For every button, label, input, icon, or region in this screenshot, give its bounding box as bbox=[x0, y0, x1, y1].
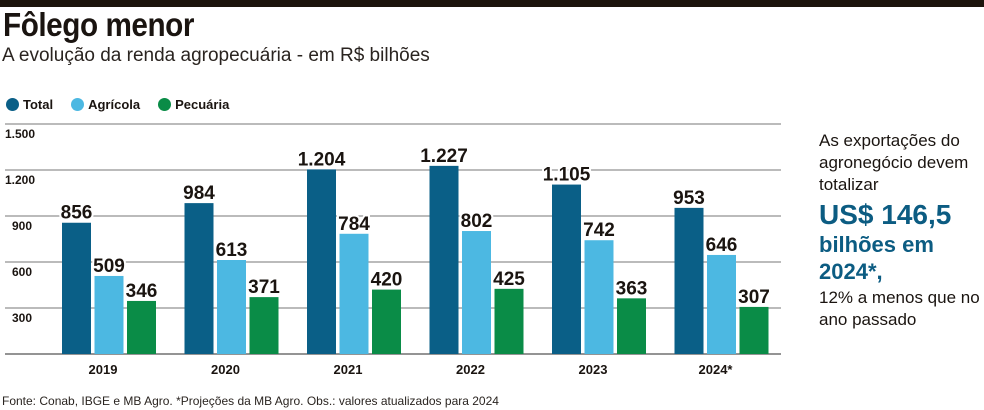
chart-subtitle: A evolução da renda agropecuária - em R$… bbox=[2, 45, 430, 66]
bar-agricola bbox=[462, 231, 491, 354]
value-label-agricola: 646 bbox=[706, 235, 738, 256]
value-label-agricola: 802 bbox=[461, 211, 493, 232]
value-label-pecuaria: 307 bbox=[738, 287, 770, 308]
bar-pecuaria bbox=[372, 289, 401, 354]
bar-pecuaria bbox=[127, 300, 156, 354]
bar-total bbox=[307, 169, 336, 354]
legend-label-pecuaria: Pecuária bbox=[175, 97, 230, 112]
side-note: As exportações do agronegócio devem tota… bbox=[819, 130, 984, 331]
y-tick-label: 900 bbox=[12, 219, 32, 233]
value-label-total: 953 bbox=[673, 188, 705, 209]
bar-pecuaria bbox=[617, 298, 646, 354]
chart-title: Fôlego menor bbox=[3, 6, 194, 43]
legend-swatch-pecuaria bbox=[158, 98, 172, 111]
bar-agricola bbox=[94, 275, 124, 354]
x-tick-label: 2024* bbox=[699, 362, 734, 377]
bar-agricola bbox=[217, 260, 246, 354]
value-label-agricola: 784 bbox=[338, 214, 370, 235]
x-tick-label: 2019 bbox=[89, 362, 118, 377]
bar-agricola bbox=[584, 240, 614, 354]
source-note: Fonte: Conab, IBGE e MB Agro. *Projeções… bbox=[2, 394, 499, 408]
bar-total bbox=[674, 207, 704, 354]
bars bbox=[62, 165, 769, 354]
legend-item-agricola: Agrícola bbox=[71, 97, 140, 112]
side-note-value-rest: bilhões em 2024*, bbox=[819, 232, 934, 284]
value-label-agricola: 509 bbox=[93, 256, 125, 277]
y-tick-label: 600 bbox=[12, 265, 32, 279]
bar-total bbox=[552, 184, 581, 354]
legend: Total Agrícola Pecuária bbox=[6, 97, 229, 112]
legend-label-total: Total bbox=[23, 97, 54, 112]
legend-item-pecuaria: Pecuária bbox=[158, 97, 229, 112]
bar-agricola bbox=[707, 254, 736, 354]
value-label-total: 984 bbox=[183, 183, 215, 204]
side-note-value: US$ 146,5 bbox=[819, 199, 952, 230]
legend-label-agricola: Agrícola bbox=[88, 97, 141, 112]
y-tick-label: 300 bbox=[12, 311, 32, 325]
value-label-pecuaria: 371 bbox=[248, 277, 280, 298]
legend-swatch-agricola bbox=[71, 98, 85, 111]
value-label-pecuaria: 425 bbox=[493, 269, 525, 290]
value-label-total: 856 bbox=[61, 203, 93, 224]
value-label-agricola: 613 bbox=[216, 240, 248, 261]
bar-total bbox=[62, 222, 91, 354]
x-tick-label: 2020 bbox=[211, 362, 240, 377]
value-label-pecuaria: 346 bbox=[126, 281, 158, 302]
value-label-total: 1.227 bbox=[420, 146, 468, 167]
legend-item-total: Total bbox=[6, 97, 53, 112]
side-note-intro: As exportações do agronegócio devem tota… bbox=[819, 131, 969, 194]
value-label-total: 1.204 bbox=[298, 149, 346, 170]
x-tick-label: 2021 bbox=[334, 362, 363, 377]
bar-agricola bbox=[339, 233, 369, 354]
bar-pecuaria bbox=[249, 297, 279, 354]
y-tick-label: 1.500 bbox=[5, 127, 35, 141]
value-label-agricola: 742 bbox=[583, 220, 615, 241]
legend-swatch-total bbox=[6, 98, 19, 111]
bar-total bbox=[429, 165, 459, 354]
y-axis-ticks: 300 600 900 1.200 1.500 bbox=[5, 127, 35, 325]
side-note-comparison: 12% a menos que no ano passado bbox=[819, 288, 980, 329]
x-tick-label: 2023 bbox=[579, 362, 608, 377]
value-label-pecuaria: 420 bbox=[371, 270, 403, 291]
x-tick-label: 2022 bbox=[456, 362, 485, 377]
y-tick-label: 1.200 bbox=[5, 173, 35, 187]
bar-pecuaria bbox=[739, 306, 769, 354]
bar-pecuaria bbox=[494, 288, 524, 354]
top-rule bbox=[0, 0, 984, 7]
bar-total bbox=[184, 203, 214, 354]
value-label-total: 1.105 bbox=[543, 165, 591, 186]
value-label-pecuaria: 363 bbox=[616, 278, 648, 299]
x-axis-labels: 2019 2020 2021 2022 2023 2024* bbox=[89, 362, 734, 377]
